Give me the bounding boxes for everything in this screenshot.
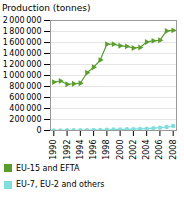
svg-text:1990: 1990 bbox=[49, 140, 58, 160]
html-text:Production (tonnes): Production (tonnes) bbox=[2, 3, 91, 13]
html-text:EU-15 and EFTA: EU-15 and EFTA bbox=[16, 163, 80, 173]
svg-text:1 600 000: 1 600 000 bbox=[3, 38, 42, 47]
svg-text:1996: 1996 bbox=[89, 140, 98, 160]
svg-text:1 200 000: 1 200 000 bbox=[3, 60, 42, 69]
svg-text:600 000: 600 000 bbox=[9, 93, 41, 102]
svg-text:2004: 2004 bbox=[142, 140, 151, 160]
svg-text:0: 0 bbox=[36, 126, 41, 135]
svg-text:1992: 1992 bbox=[63, 140, 72, 160]
svg-text:1998: 1998 bbox=[102, 140, 111, 160]
svg-text:1994: 1994 bbox=[76, 140, 85, 160]
svg-text:2 000 000: 2 000 000 bbox=[3, 16, 42, 25]
svg-text:1 000 000: 1 000 000 bbox=[3, 71, 42, 80]
svg-text:400 000: 400 000 bbox=[9, 104, 41, 113]
svg-text:2006: 2006 bbox=[155, 140, 164, 160]
svg-text:1 800 000: 1 800 000 bbox=[3, 27, 42, 36]
svg-text:1 400 000: 1 400 000 bbox=[3, 49, 42, 58]
html-text:EU-7, EU-2 and others: EU-7, EU-2 and others bbox=[16, 180, 105, 190]
svg-text:2000: 2000 bbox=[116, 140, 125, 160]
svg-text:2008: 2008 bbox=[169, 140, 178, 160]
svg-text:800 000: 800 000 bbox=[9, 82, 41, 91]
svg-text:200 000: 200 000 bbox=[9, 115, 41, 124]
svg-text:2002: 2002 bbox=[129, 140, 138, 160]
